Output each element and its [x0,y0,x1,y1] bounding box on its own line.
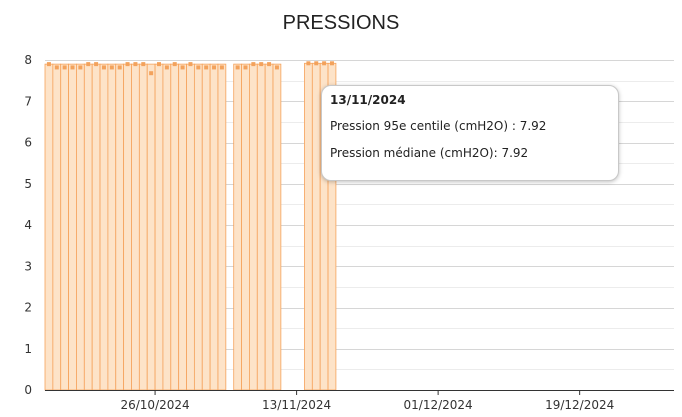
bar [52,63,62,391]
data-point [125,62,130,67]
data-point [141,62,146,67]
data-point [267,62,272,67]
bar [91,63,101,391]
bar [115,63,125,391]
bar [201,63,211,391]
bar [131,63,140,391]
data-point [329,61,334,66]
bar [60,63,69,391]
bar [272,63,282,391]
bar [162,63,172,391]
data-point [259,62,264,67]
data-point [109,65,114,70]
axes: 0 1 2 3 4 5 6 7 8 26/10/2024 13/11/2024 01/12/2024 1… [24,53,674,412]
data-point [322,61,327,66]
tooltip-median: Pression médiane (cmH2O): 7.92 [330,146,529,160]
bar [123,63,132,391]
data-point [235,65,240,70]
data-point [70,65,75,70]
bar [241,63,250,391]
marker-series [46,61,334,76]
data-point [78,65,83,70]
data-point [101,65,106,70]
bar [83,63,93,391]
data-point [54,65,59,70]
data-point [212,65,217,70]
bar [209,63,219,391]
data-point [188,62,193,67]
y-tick-label: 5 [24,177,32,191]
y-tick-label: 3 [24,259,32,273]
data-point [251,62,256,67]
data-point [243,65,248,70]
tooltip-date: 13/11/2024 [330,93,406,107]
x-tick-label: 01/12/2024 [404,398,473,412]
bar [311,62,321,391]
y-tick-label: 8 [24,53,32,67]
data-point [157,62,162,67]
bar [146,63,156,391]
bar [138,63,148,391]
data-point [204,65,209,70]
y-tick-label: 1 [24,342,32,356]
bar [178,63,187,391]
y-tick-label: 4 [24,218,32,232]
bar [107,63,117,391]
bar-series [44,62,337,391]
data-point [94,62,99,67]
chart-title: PRESSIONS [282,12,400,34]
y-tick-label: 6 [24,136,32,150]
bar [233,63,242,391]
data-point [149,71,154,76]
data-point [164,65,169,70]
bar [154,63,164,391]
data-point [314,61,319,66]
bar [193,63,203,391]
y-tick-label: 0 [24,383,32,397]
bar [217,63,227,391]
data-point [306,61,311,66]
x-tick-label: 26/10/2024 [120,398,189,412]
bar [186,63,195,391]
data-point [62,65,67,70]
data-point [46,62,51,67]
tooltip-p95: Pression 95e centile (cmH2O) : 7.92 [330,119,547,133]
data-point [196,65,201,70]
data-point [180,65,185,70]
data-point [172,62,177,67]
bar [99,63,109,391]
y-tick-label: 7 [24,94,32,108]
data-point [86,62,91,67]
bar [68,63,77,391]
bar [170,63,180,391]
data-point [219,65,224,70]
data-tooltip: 13/11/2024 Pression 95e centile (cmH2O) … [321,85,619,181]
x-tick-label: 13/11/2024 [262,398,331,412]
data-point [117,65,122,70]
y-tick-label: 2 [24,301,32,315]
bar [264,63,274,391]
bar [249,63,258,391]
bar [256,63,266,391]
bar [76,63,85,391]
bar [304,62,313,391]
bar [44,63,54,391]
x-tick-label: 19/12/2024 [545,398,614,412]
data-point [133,62,138,67]
data-point [274,65,279,70]
